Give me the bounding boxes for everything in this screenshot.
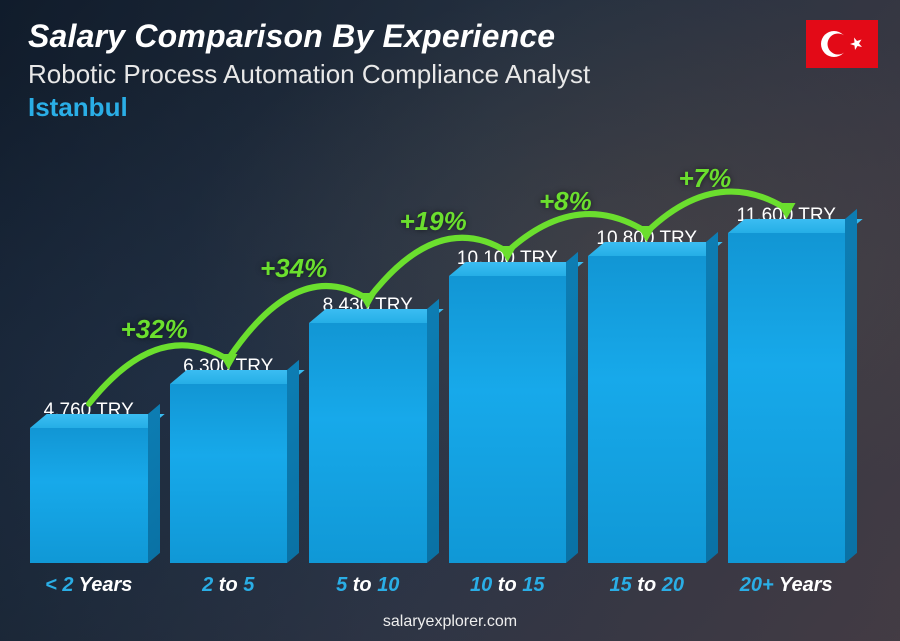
salary-bar [449, 276, 567, 563]
x-axis: < 2 Years 2 to 5 5 to 10 10 to 15 15 to 20 20… [30, 574, 845, 597]
page-title: Salary Comparison By Experience [28, 18, 872, 55]
x-axis-label: 20+ Years [728, 574, 846, 597]
salary-bar [30, 428, 148, 563]
increase-label: +8% [539, 186, 592, 217]
x-axis-label: 15 to 20 [588, 574, 706, 597]
footer-credit: salaryexplorer.com [0, 613, 900, 631]
bar-column: 11,600 TRY [728, 205, 846, 563]
x-axis-label: 10 to 15 [449, 574, 567, 597]
bar-column: 4,760 TRY [30, 400, 148, 563]
flag-turkey [806, 20, 878, 68]
x-axis-label: 5 to 10 [309, 574, 427, 597]
bar-column: 6,300 TRY [170, 356, 288, 563]
location-label: Istanbul [28, 92, 872, 123]
increase-label: +19% [400, 206, 467, 237]
salary-bar [588, 256, 706, 563]
page-subtitle: Robotic Process Automation Compliance An… [28, 59, 872, 90]
salary-bar [728, 233, 846, 563]
crescent-star-icon [806, 20, 878, 68]
increase-label: +32% [121, 314, 188, 345]
bar-column: 10,800 TRY [588, 228, 706, 563]
bar-column: 10,100 TRY [449, 248, 567, 563]
salary-bar [309, 323, 427, 563]
header: Salary Comparison By Experience Robotic … [28, 18, 872, 123]
increase-label: +7% [679, 163, 732, 194]
increase-label: +34% [260, 253, 327, 284]
x-axis-label: 2 to 5 [170, 574, 288, 597]
bar-column: 8,430 TRY [309, 295, 427, 563]
salary-bar [170, 384, 288, 563]
x-axis-label: < 2 Years [30, 574, 148, 597]
